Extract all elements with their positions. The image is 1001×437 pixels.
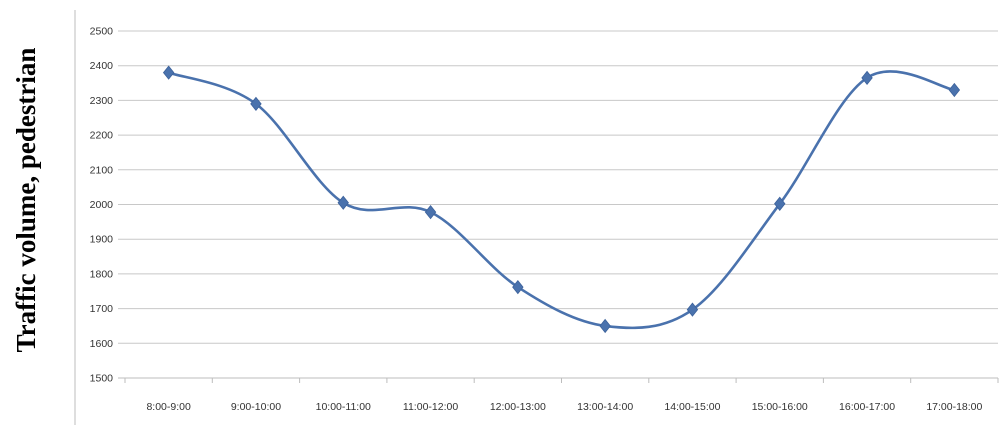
data-point-marker	[774, 196, 786, 211]
x-tick-label: 10:00-11:00	[316, 401, 371, 413]
data-point-marker	[250, 96, 262, 112]
data-point-marker	[948, 82, 961, 98]
x-tick-label: 12:00-13:00	[490, 401, 546, 413]
x-tick-label: 17:00-18:00	[926, 401, 982, 413]
data-point-marker	[686, 302, 699, 317]
y-tick-label: 2100	[90, 164, 114, 176]
y-tick-label: 1800	[90, 268, 114, 280]
y-axis-title: Traffic volume, pedestrian	[11, 48, 41, 353]
y-tick-label: 1600	[90, 338, 114, 350]
y-tick-label: 1700	[90, 303, 114, 315]
data-point-marker	[424, 204, 437, 220]
y-tick-label: 2500	[90, 26, 114, 38]
data-point-marker	[162, 65, 175, 80]
x-tick-label: 16:00-17:00	[839, 401, 895, 413]
x-tick-label: 8:00-9:00	[146, 401, 191, 413]
data-point-marker	[861, 70, 873, 85]
data-point-marker	[512, 279, 524, 295]
y-tick-label: 1900	[90, 234, 114, 246]
x-tick-labels: 8:00-9:00 9:00-10:00 10:00-11:00 11:00-12:0…	[146, 401, 982, 413]
x-tick-label: 13:00-14:00	[577, 401, 633, 413]
y-tick-label: 1500	[90, 373, 114, 385]
series-line	[167, 70, 956, 330]
data-point-marker	[337, 195, 349, 210]
x-tick-label: 15:00-16:00	[752, 401, 808, 413]
x-tick-label: 11:00-12:00	[403, 401, 458, 413]
y-tick-label: 2000	[90, 199, 114, 211]
x-tick-label: 9:00-10:00	[231, 401, 281, 413]
y-tick-label: 2200	[90, 130, 114, 142]
y-tick-labels: 1500 1600 1700 1800 1900 2000 2100 2200 2300 2400…	[90, 26, 114, 385]
y-tick-label: 2300	[90, 95, 114, 107]
gridlines	[118, 30, 998, 379]
axes	[74, 10, 999, 425]
series	[162, 65, 961, 334]
x-tick-label: 14:00-15:00	[664, 401, 720, 413]
data-point-marker	[599, 318, 611, 334]
y-tick-label: 2400	[90, 60, 114, 72]
